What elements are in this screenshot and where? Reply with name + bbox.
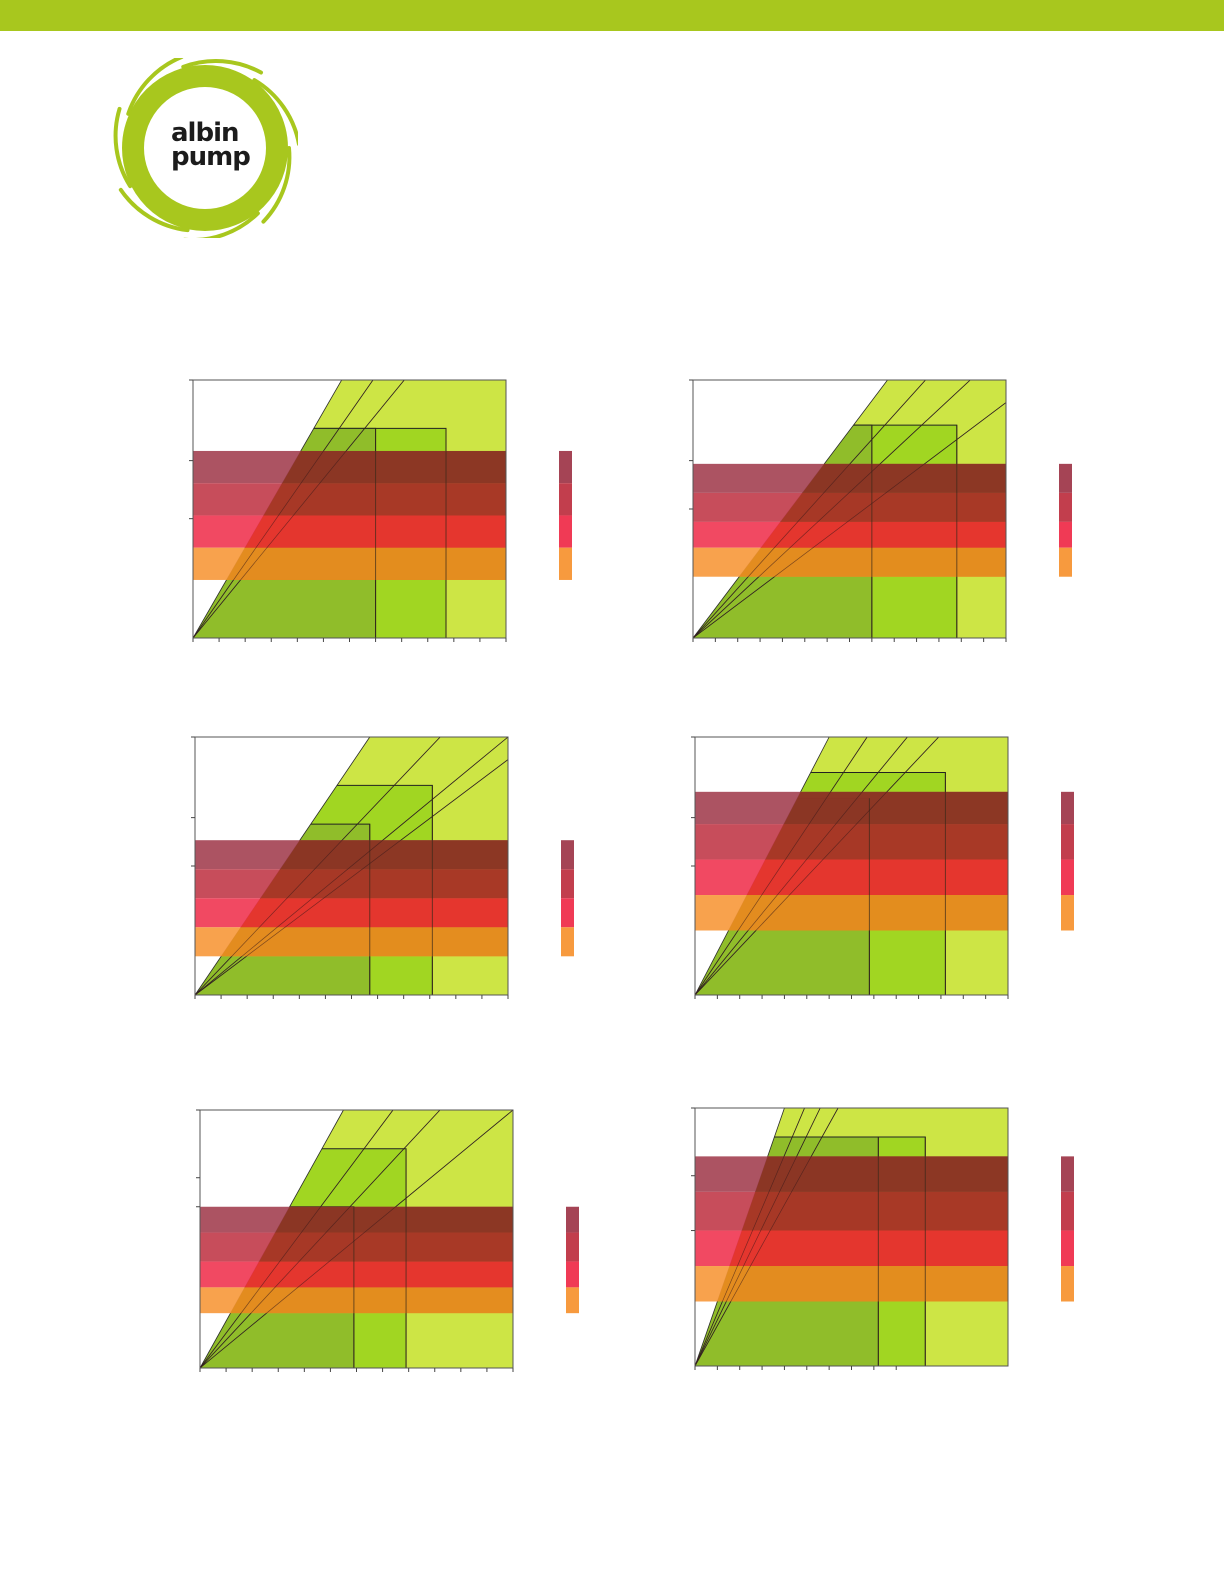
band-overlap-4 [802, 463, 1006, 493]
band-overlap-1 [728, 895, 1008, 931]
legend-swatch-1 [566, 1287, 579, 1314]
logo-swirl-stroke [252, 78, 301, 147]
chart-2 [689, 379, 1093, 645]
logo-swirl-stroke [181, 59, 264, 75]
legend-swatch-3 [561, 869, 574, 899]
chart-4 [691, 736, 1095, 1002]
legend-swatch-2 [561, 898, 574, 928]
legend-swatch-2 [1059, 521, 1072, 548]
performance-line-overlay-2 [192, 379, 405, 639]
band-overlap-4 [783, 791, 1008, 825]
legend-swatch-1 [1061, 1266, 1074, 1302]
legend-swatch-2 [566, 1261, 579, 1288]
legend-swatch-2 [559, 515, 572, 548]
chart-1 [189, 379, 593, 645]
legend-swatch-3 [566, 1232, 579, 1262]
performance-line-overlay-1 [194, 736, 441, 996]
legend-swatch-4 [1059, 463, 1072, 493]
logo-swirl-stroke [113, 106, 133, 189]
performance-line-overlay-2 [199, 1109, 441, 1369]
logo-swirl-stroke [126, 54, 184, 116]
logo-line-1: albin [171, 118, 240, 148]
performance-line-overlay-3 [694, 1107, 839, 1367]
legend-swatch-3 [1061, 1191, 1074, 1231]
band-overlap-2 [244, 1261, 513, 1288]
legend-swatch-2 [1061, 1230, 1074, 1267]
performance-line-overlay-1 [692, 379, 926, 639]
albin-pump-logo: albin pump [113, 54, 301, 243]
band-overlap-3 [780, 492, 1006, 522]
legend-swatch-1 [561, 927, 574, 957]
performance-line-overlay-1 [694, 1107, 805, 1367]
legend-swatch-3 [559, 483, 572, 516]
band-overlap-2 [761, 521, 1006, 548]
chart-svg [191, 736, 574, 999]
logo-swirl-stroke [261, 146, 292, 224]
band-overlap-3 [765, 824, 1008, 860]
logo-line-2: pump [171, 142, 251, 172]
performance-line-overlay-3 [194, 759, 509, 996]
chart-svg [691, 1107, 1074, 1370]
band-overlap-1 [739, 547, 1006, 577]
chart-6 [691, 1107, 1095, 1373]
legend-swatch-1 [1061, 895, 1074, 931]
band-overlap-4 [282, 450, 506, 484]
chart-3 [191, 736, 595, 1002]
legend-swatch-4 [561, 840, 574, 870]
chart-svg [689, 379, 1072, 642]
top-brand-bar [0, 0, 1224, 31]
performance-line-overlay-1 [199, 1109, 394, 1369]
legend-swatch-1 [1059, 547, 1072, 577]
chart-svg [691, 736, 1074, 999]
legend-swatch-3 [1061, 824, 1074, 860]
band-overlap-3 [259, 1232, 513, 1262]
band-overlap-2 [729, 1230, 1008, 1267]
band-overlap-4 [280, 840, 508, 870]
performance-line-overlay-3 [694, 736, 939, 996]
swirl-ring-logo-icon [113, 54, 301, 243]
band-overlap-2 [240, 898, 508, 928]
band-overlap-1 [221, 927, 508, 957]
logo-swirl-stroke [118, 187, 190, 233]
performance-line-overlay-1 [192, 379, 374, 639]
logo-center [148, 91, 262, 205]
chart-svg [196, 1109, 579, 1372]
band-overlap-3 [260, 869, 508, 899]
band-overlap-2 [746, 859, 1008, 896]
legend-swatch-3 [1059, 492, 1072, 522]
legend-swatch-4 [1061, 791, 1074, 825]
performance-line-overlay-3 [692, 402, 1007, 639]
performance-line-overlay-2 [694, 736, 908, 996]
performance-line-overlay-2 [692, 379, 971, 639]
band-overlap-1 [717, 1266, 1008, 1302]
performance-line-overlay-3 [199, 1109, 514, 1369]
band-overlap-3 [741, 1191, 1008, 1231]
logo-wordmark: albin pump [171, 118, 251, 172]
legend-swatch-2 [1061, 859, 1074, 896]
band-overlap-1 [230, 1287, 513, 1314]
logo-ring [122, 65, 288, 231]
performance-line-overlay-2 [194, 736, 509, 996]
legend-swatch-1 [559, 547, 572, 580]
band-overlap-4 [755, 1156, 1008, 1192]
band-overlap-3 [263, 483, 506, 516]
band-overlap-1 [226, 547, 506, 580]
legend-swatch-4 [559, 450, 572, 484]
legend-swatch-4 [1061, 1156, 1074, 1192]
performance-line-overlay-2 [694, 1107, 821, 1367]
band-overlap-4 [275, 1206, 513, 1233]
performance-line-overlay-1 [694, 736, 868, 996]
chart-5 [196, 1109, 600, 1375]
chart-svg [189, 379, 572, 642]
legend-swatch-4 [566, 1206, 579, 1233]
